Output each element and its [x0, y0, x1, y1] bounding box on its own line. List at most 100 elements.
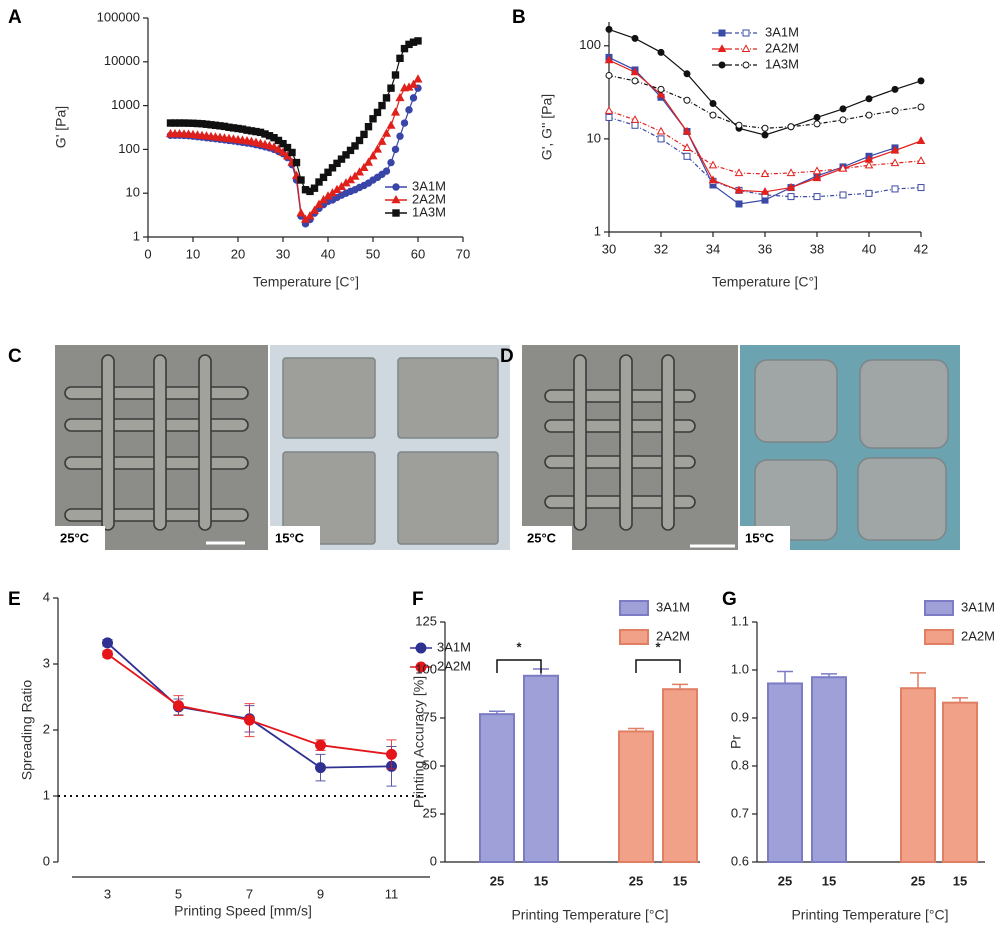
x-axis-title: Temperature [C°] — [253, 274, 359, 290]
marker — [264, 140, 275, 150]
x-tick-label: 60 — [411, 246, 425, 261]
x-tick-label: 0 — [144, 246, 151, 261]
scaffold-strand — [101, 354, 115, 531]
scaffold-pore — [754, 459, 838, 541]
x-tick-label: 15 — [953, 873, 967, 888]
y-tick-label: 1.0 — [731, 661, 749, 676]
photo-caption: 15°C — [745, 530, 775, 545]
marker — [787, 123, 795, 131]
marker — [409, 94, 418, 102]
marker — [283, 143, 292, 152]
marker — [392, 183, 400, 191]
marker — [734, 168, 744, 177]
marker — [337, 155, 346, 163]
x-tick-label: 15 — [534, 873, 548, 888]
marker — [761, 131, 769, 139]
bar — [767, 682, 803, 863]
marker — [605, 113, 613, 121]
x-tick-label: 50 — [366, 246, 380, 261]
legend-swatch — [619, 600, 649, 616]
error-bar — [777, 670, 793, 684]
marker — [391, 71, 400, 79]
marker — [917, 77, 925, 85]
y-tick-label: 0.7 — [731, 805, 749, 820]
bar — [523, 674, 559, 864]
marker — [279, 139, 287, 148]
marker — [761, 124, 769, 132]
marker — [709, 111, 717, 119]
marker — [377, 136, 387, 145]
y-tick-label: 75 — [423, 709, 437, 724]
marker — [396, 54, 404, 63]
marker — [630, 115, 640, 123]
marker — [865, 111, 873, 119]
bar — [618, 730, 654, 863]
marker — [657, 85, 665, 93]
marker — [296, 208, 306, 217]
caption-box — [740, 526, 790, 550]
y-tick-label: 1 — [43, 787, 50, 802]
y-tick-label: 0.9 — [731, 709, 749, 724]
marker — [657, 135, 665, 143]
marker — [708, 160, 718, 169]
marker — [735, 200, 743, 208]
marker — [354, 167, 365, 176]
legend-label: 2A2M — [437, 658, 471, 673]
x-tick-label: 30 — [602, 241, 616, 256]
marker — [839, 191, 847, 199]
legend-label: 3A1M — [656, 599, 690, 614]
caption-box — [270, 526, 320, 550]
marker — [631, 77, 639, 85]
marker — [319, 173, 328, 182]
marker — [310, 184, 319, 192]
bar — [900, 687, 936, 863]
photo-caption: 15°C — [275, 530, 305, 545]
x-tick-label: 36 — [758, 241, 772, 256]
error-bar — [672, 683, 688, 690]
marker — [382, 167, 391, 175]
marker — [342, 151, 350, 159]
marker — [413, 74, 423, 83]
marker — [657, 48, 665, 56]
y-tick-label: 1 — [133, 228, 140, 243]
marker — [102, 648, 113, 660]
marker — [368, 151, 378, 160]
marker — [718, 61, 726, 69]
y-tick-label: 4 — [43, 589, 50, 604]
marker — [865, 95, 873, 103]
marker — [395, 92, 405, 102]
marker — [717, 44, 727, 53]
legend-swatch — [924, 600, 954, 616]
marker — [683, 96, 691, 104]
legend-swatch — [924, 629, 954, 645]
panel-letter: G — [722, 589, 737, 610]
marker — [741, 44, 751, 53]
marker — [682, 143, 692, 151]
marker — [333, 159, 341, 168]
marker — [391, 145, 400, 154]
photo-caption: 25°C — [527, 530, 557, 545]
y-tick-label: 50 — [423, 757, 437, 772]
marker — [288, 148, 296, 157]
error-bar — [628, 727, 644, 732]
marker — [314, 199, 324, 208]
x-axis-title: Printing Temperature [°C] — [511, 907, 668, 923]
legend-label: 2A2M — [656, 628, 690, 643]
bar — [479, 713, 515, 863]
marker — [656, 89, 666, 98]
marker — [760, 187, 770, 195]
marker — [351, 142, 359, 150]
x-axis-title: Printing Temperature [°C] — [791, 907, 948, 923]
bar — [811, 676, 847, 864]
marker — [359, 162, 369, 172]
marker — [292, 158, 301, 167]
marker — [360, 130, 368, 139]
marker — [734, 185, 744, 194]
marker — [415, 642, 427, 654]
marker — [382, 94, 391, 102]
error-bar — [952, 697, 968, 703]
marker — [865, 189, 873, 197]
marker — [917, 184, 925, 192]
marker — [838, 163, 848, 172]
x-tick-label: 5 — [175, 886, 182, 901]
